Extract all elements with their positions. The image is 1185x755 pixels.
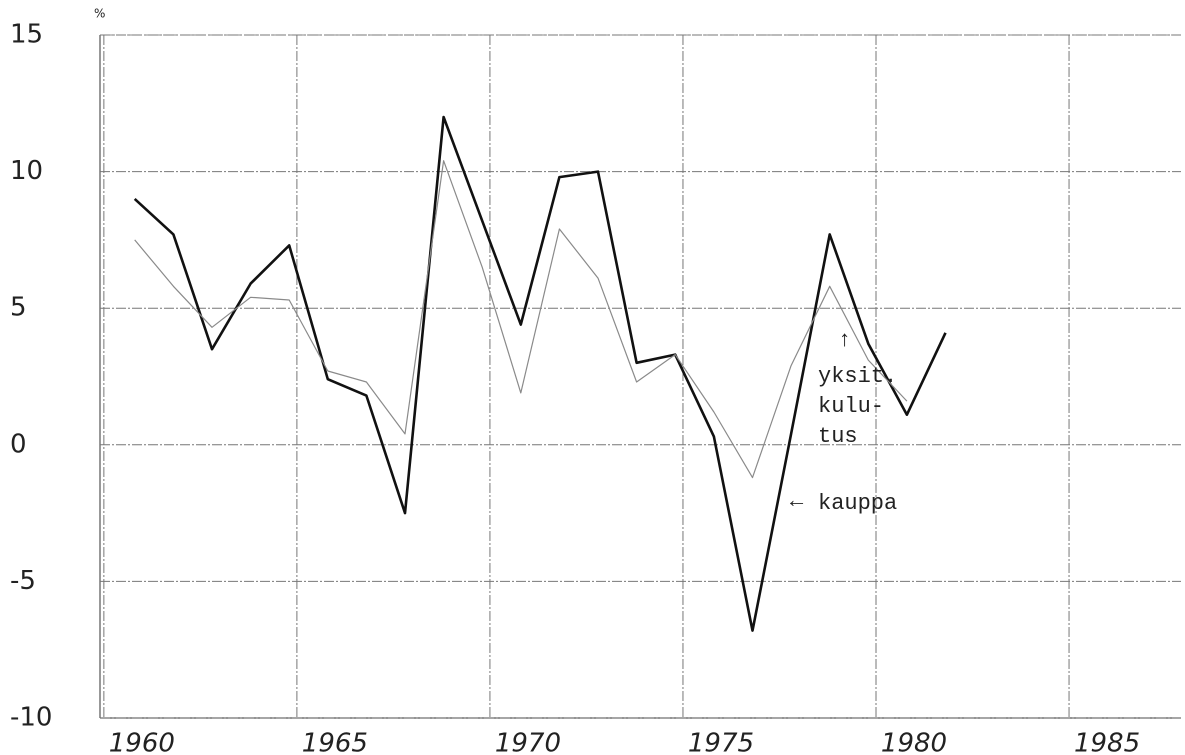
x-tick-label: 1965 (302, 729, 368, 755)
y-tick-label: 5 (10, 293, 27, 323)
series-label: tus (818, 424, 858, 449)
arrow-left: ← (790, 489, 804, 514)
series-label: kauppa (818, 491, 897, 516)
y-tick-label: 10 (10, 156, 43, 186)
y-tick-label: 15 (10, 20, 43, 50)
arrow-up: ↑ (838, 328, 851, 353)
x-tick-label: 1980 (881, 729, 947, 755)
series-line (133, 115, 947, 632)
x-tick-label: 1985 (1074, 729, 1140, 755)
unit-label: % (94, 7, 105, 21)
x-tick-label: 1960 (109, 729, 175, 755)
y-tick-label: -10 (10, 703, 52, 733)
x-tick-label: 1970 (495, 729, 561, 755)
series-label: yksit. (818, 364, 897, 389)
x-tick-label: 1975 (688, 729, 754, 755)
series-label: kulu- (818, 394, 884, 419)
y-tick-label: -5 (10, 566, 36, 596)
series-line (134, 160, 908, 479)
y-tick-label: 0 (10, 429, 27, 459)
